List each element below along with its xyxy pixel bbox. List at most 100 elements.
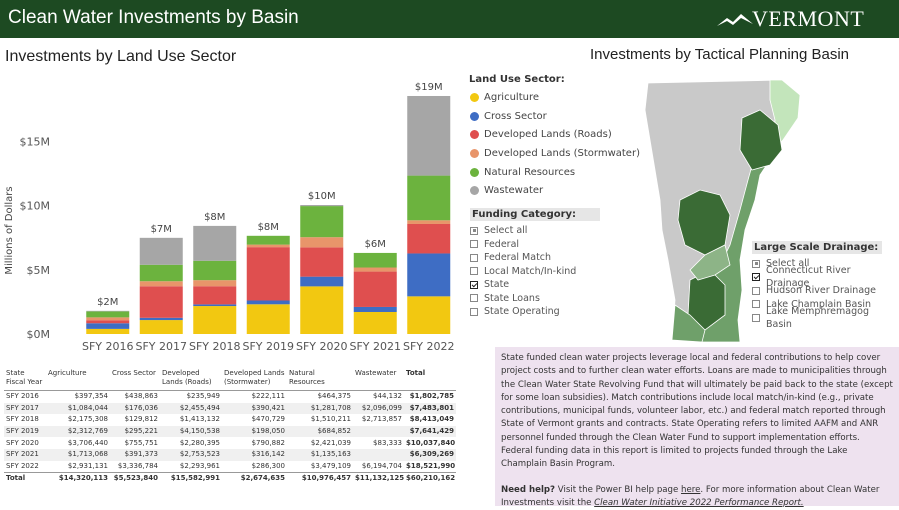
checkbox[interactable] [470, 240, 478, 249]
column-header: State Fiscal Year [4, 368, 46, 391]
table-cell: $235,949 [186, 392, 220, 401]
table-cell: $198,050 [222, 425, 287, 438]
basin-region[interactable] [739, 109, 783, 171]
table-cell: $1,510,211 [310, 415, 351, 424]
checkbox[interactable] [752, 300, 760, 309]
slicer-item[interactable]: Federal Match [470, 251, 600, 265]
slicer-item[interactable]: Select all [752, 257, 882, 271]
table-cell: $2,421,039 [310, 438, 351, 447]
table-row: SFY 2019 $2,312,769 $295,221 $4,150,538 $198… [4, 425, 456, 438]
slicer-label: Select all [484, 225, 528, 237]
slicer-item[interactable]: Connecticut River Drainage [752, 265, 882, 289]
legend: Land Use Sector: Agriculture Cross Sector… [469, 74, 640, 200]
checkbox[interactable] [752, 273, 760, 282]
slicer-label: Federal Match [484, 252, 552, 264]
legend-item[interactable]: Natural Resources [469, 163, 640, 182]
table-cell: $6,194,704 [361, 461, 402, 470]
slicer-item[interactable]: State Loans [470, 292, 600, 306]
slicer-item[interactable]: Federal [470, 238, 600, 252]
table-cell: $14,320,113 [46, 472, 110, 485]
data-table: State Fiscal Year Agriculture Cross Sector… [4, 368, 456, 485]
table-cell: $397,354 [74, 392, 108, 401]
basin-region[interactable] [677, 189, 731, 256]
bar-segment [193, 225, 237, 261]
table-cell: $2,713,857 [361, 415, 402, 424]
legend-item[interactable]: Wastewater [469, 181, 640, 200]
table-cell: $1,713,068 [46, 448, 110, 461]
table-cell: $755,751 [124, 438, 158, 447]
checkbox[interactable] [470, 307, 478, 316]
help-link[interactable]: here [681, 484, 701, 495]
table-cell: $1,135,163 [287, 448, 353, 461]
legend-item[interactable]: Agriculture [469, 88, 640, 107]
table-cell: $470,729 [251, 415, 285, 424]
legend-label: Developed Lands (Roads) [484, 129, 612, 141]
checkbox[interactable] [752, 286, 760, 295]
table-cell: $129,812 [124, 415, 158, 424]
table-cell: $464,375 [317, 392, 351, 401]
bar-segment [246, 300, 290, 305]
table-cell: $7,641,429 [404, 425, 456, 438]
table-cell: $15,582,991 [160, 472, 222, 485]
legend-swatch [470, 186, 479, 196]
x-tick-label: SFY 2022 [403, 340, 455, 353]
table-row: SFY 2020 $3,706,440 $755,751 $2,280,395 $790… [4, 437, 456, 449]
help-lead: Need help? [501, 484, 556, 495]
bar-segment [353, 271, 397, 307]
slicer-item[interactable]: Select all [470, 224, 600, 238]
slicer-item[interactable]: Lake Memphremagog Basin [752, 306, 882, 330]
column-header: Developed Lands (Roads) [160, 368, 222, 391]
logo-mark [717, 14, 753, 26]
checkbox[interactable] [752, 259, 760, 268]
legend-item[interactable]: Developed Lands (Stormwater) [469, 144, 640, 163]
table-cell: SFY 2022 [6, 461, 39, 470]
basin-region[interactable] [689, 244, 731, 281]
bar-segment [353, 311, 397, 334]
table-cell: $790,882 [251, 438, 285, 447]
legend-item[interactable]: Developed Lands (Roads) [469, 125, 640, 144]
logo: VERMONT [752, 6, 865, 31]
checkbox[interactable] [752, 313, 760, 322]
slicer-item[interactable]: Hudson River Drainage [752, 284, 882, 298]
table-cell: SFY 2018 [6, 415, 39, 424]
table-row: SFY 2021 $1,713,068 $391,373 $2,753,523 $316… [4, 448, 456, 461]
legend-item[interactable]: Cross Sector [469, 107, 640, 126]
report-link[interactable]: Clean Water Initiative 2022 Performance … [594, 497, 804, 508]
bar-segment [193, 306, 237, 334]
bar-segment [139, 281, 183, 287]
map-title: Investments by Tactical Planning Basin [590, 46, 850, 63]
table-cell: $2,280,395 [179, 438, 220, 447]
table-cell: $8,413,049 [409, 415, 454, 424]
table-cell: SFY 2020 [6, 438, 39, 447]
table-cell: $3,336,784 [117, 461, 158, 470]
bar-segment [86, 320, 130, 324]
bar-segment [246, 247, 290, 301]
table-cell: $3,706,440 [67, 438, 108, 447]
map[interactable] [630, 70, 820, 350]
checkbox[interactable] [470, 294, 478, 303]
table-cell: $6,309,269 [404, 448, 456, 461]
slicer-item[interactable]: Local Match/In-kind [470, 265, 600, 279]
slicer-item[interactable]: State Operating [470, 305, 600, 319]
slicer-item[interactable]: State [470, 278, 600, 292]
bar-segment [407, 253, 451, 297]
bar-segment [86, 311, 130, 318]
column-header: Wastewater [353, 368, 404, 391]
bar-segment [300, 286, 344, 334]
slicer-label: Connecticut River Drainage [766, 265, 851, 290]
table-cell: $44,132 [373, 392, 402, 401]
slicer-title: Funding Category: [470, 208, 600, 221]
checkbox[interactable] [470, 280, 478, 289]
basin-region[interactable] [671, 304, 706, 343]
bar-segment [353, 267, 397, 272]
slicer-item[interactable]: Lake Champlain Basin [752, 298, 882, 312]
checkbox[interactable] [470, 226, 478, 235]
slicer-label: State Operating [484, 306, 560, 318]
header-bar [0, 0, 899, 38]
column-header: Cross Sector [110, 368, 160, 391]
table-cell: SFY 2017 [4, 402, 46, 415]
checkbox[interactable] [470, 267, 478, 276]
checkbox[interactable] [470, 253, 478, 262]
y-tick-label: $15M [20, 135, 51, 148]
table-cell: SFY 2016 [6, 392, 39, 401]
